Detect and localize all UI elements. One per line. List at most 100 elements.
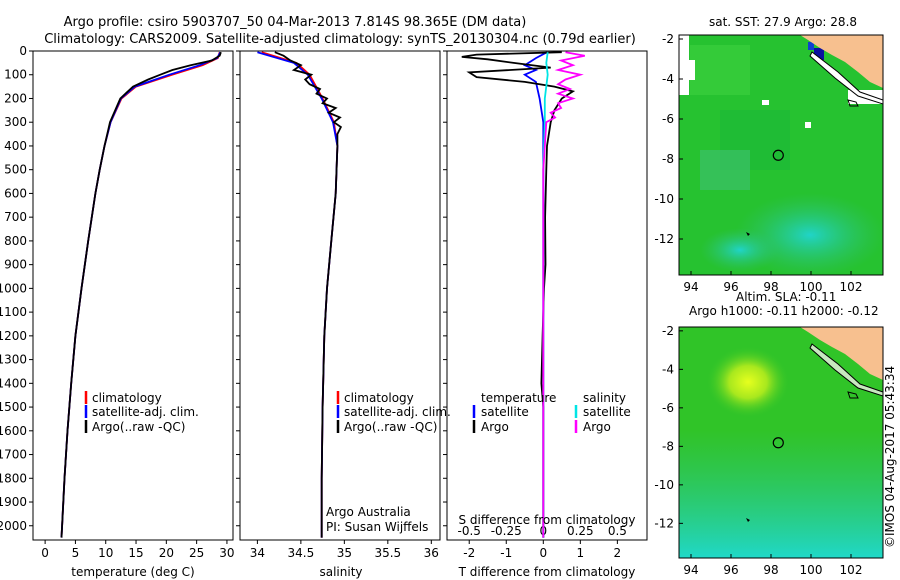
x-tick-label: 34.5 (288, 546, 315, 560)
series-line-argo-raw-qc- (274, 51, 343, 538)
legend-label-satellite: satellite-adj. clim. (344, 405, 451, 419)
difference-legend: temperature salinity satellite Argo sate… (472, 391, 631, 434)
sst-missing-data (679, 35, 689, 95)
sla-map-title-line2: Argo h1000: -0.11 h2000: -0.12 (689, 304, 879, 318)
series-line-satellite-adj-clim- (60, 51, 222, 538)
depth-tick-label: 1300 (0, 353, 27, 367)
x-tick-label: 35.5 (374, 546, 401, 560)
series-line-temperature-argo (461, 51, 576, 538)
x-tick-label: 35 (337, 546, 352, 560)
x-axes: 0 5 10 15 20 25 30 34 34.5 35 35.5 36 -2 -1 0 1 2 -0.5 -0.… (41, 524, 627, 560)
legend-header-salinity: salinity (583, 391, 626, 405)
temperature-xlabel: temperature (deg C) (71, 565, 194, 579)
depth-tick-label: 900 (4, 258, 27, 272)
map-x-tick-label: 96 (723, 563, 738, 577)
legend-label-satellite: satellite-adj. clim. (92, 405, 199, 419)
depth-tick-label: 500 (4, 163, 27, 177)
x-tick-label: -2 (463, 546, 475, 560)
x-tick-label: 20 (159, 546, 174, 560)
depth-tick-label: 1700 (0, 448, 27, 462)
depth-tick-label: 1400 (0, 376, 27, 390)
x-tick-label: 36 (424, 546, 439, 560)
legend-label-sal-argo: Argo (583, 420, 611, 434)
depth-tick-label: 1000 (0, 281, 27, 295)
map-x-tick-label: 96 (723, 280, 738, 294)
series-line-satellite-adj-clim- (257, 51, 339, 538)
imos-credit: ©IMOS 04-Aug-2017 05:43:34 (883, 366, 897, 548)
map-y-tick-label: -8 (662, 152, 674, 166)
sst-missing-data (762, 100, 769, 105)
depth-tick-label: 1100 (0, 305, 27, 319)
depth-tick-label: 400 (4, 139, 27, 153)
map-x-tick-label: 100 (800, 563, 823, 577)
legend-label-sal-satellite: satellite (583, 405, 631, 419)
figure-title-line1: Argo profile: csiro 5903707_50 04-Mar-20… (64, 15, 527, 30)
sst-cold-pixel (808, 42, 814, 50)
legend-label-argo: Argo(..raw -QC) (344, 420, 437, 434)
map-axes: 94 96 98 100 102 -2 -4 -6 -8 -10 -12 94 96 98 100 102 -2… (654, 32, 862, 577)
sla-island (746, 518, 750, 522)
salinity-xlabel: salinity (319, 565, 362, 579)
sst-cyan-region (700, 228, 780, 272)
difference-xlabel: T difference from climatology (458, 565, 636, 579)
legend-label-temp-argo: Argo (481, 420, 509, 434)
map-x-tick-label: 94 (683, 563, 698, 577)
sla-land-sumatra (800, 327, 883, 380)
sst-coastline (809, 51, 883, 105)
top-x-tick-label: 0.25 (567, 524, 594, 538)
depth-tick-label: 1600 (0, 424, 27, 438)
x-tick-label: 2 (614, 546, 622, 560)
legend-label-climatology: climatology (344, 391, 414, 405)
sst-patch (700, 150, 750, 190)
map-y-tick-label: -10 (654, 192, 674, 206)
depth-tick-label: 100 (4, 68, 27, 82)
map-y-tick-label: -4 (662, 362, 674, 376)
top-x-tick-label: -0.25 (491, 524, 522, 538)
top-x-tick-label: -0.5 (458, 524, 481, 538)
map-y-tick-label: -12 (654, 232, 674, 246)
depth-tick-label: 800 (4, 234, 27, 248)
sla-high-anomaly (706, 346, 790, 418)
map-y-tick-label: -6 (662, 112, 674, 126)
depth-tick-label: 300 (4, 115, 27, 129)
sst-map-frame (678, 34, 884, 276)
depth-tick-label: 200 (4, 91, 27, 105)
sst-map-title: sat. SST: 27.9 Argo: 28.8 (709, 15, 857, 29)
x-tick-label: -1 (500, 546, 512, 560)
temperature-legend: climatology satellite-adj. clim. Argo(..… (84, 391, 199, 434)
series-line-salinity-argo (542, 51, 585, 538)
sst-missing-data (805, 122, 811, 128)
map-y-tick-label: -2 (662, 32, 674, 46)
x-tick-label: 10 (98, 546, 113, 560)
sla-map-title-line1: Altim. SLA: -0.11 (736, 290, 836, 304)
series-line-argo-raw-qc- (60, 51, 222, 538)
top-x-tick-label: 0.5 (608, 524, 627, 538)
sst-map (679, 35, 883, 275)
depth-axis: 0 100 200 300 400 500 600 700 800 900 1000 1100 1200… (0, 44, 447, 533)
profile-lines (60, 51, 585, 538)
difference-top-xlabel: S difference from climatology (459, 513, 636, 527)
map-x-tick-label: 94 (683, 280, 698, 294)
map-y-tick-label: -6 (662, 401, 674, 415)
sla-map-frame (678, 326, 884, 559)
figure-title-line2: Climatology: CARS2009. Satellite-adjuste… (44, 32, 636, 47)
x-tick-label: 34 (250, 546, 265, 560)
depth-tick-label: 2000 (0, 519, 27, 533)
sst-island (847, 99, 859, 107)
legend-label-temp-satellite: satellite (481, 405, 529, 419)
legend-label-climatology: climatology (92, 391, 162, 405)
sst-cold-pixel (814, 48, 824, 60)
x-tick-label: 1 (577, 546, 585, 560)
map-x-tick-label: 102 (840, 563, 863, 577)
x-tick-label: 0 (41, 546, 49, 560)
depth-tick-label: 1200 (0, 329, 27, 343)
depth-tick-label: 1900 (0, 495, 27, 509)
depth-tick-label: 700 (4, 210, 27, 224)
map-y-tick-label: -2 (662, 324, 674, 338)
sst-island (746, 232, 750, 236)
difference-plot-frame (446, 50, 648, 541)
sst-land-sumatra (800, 35, 883, 88)
map-y-tick-label: -10 (654, 478, 674, 492)
annotation-pi: PI: Susan Wijffels (326, 520, 428, 534)
